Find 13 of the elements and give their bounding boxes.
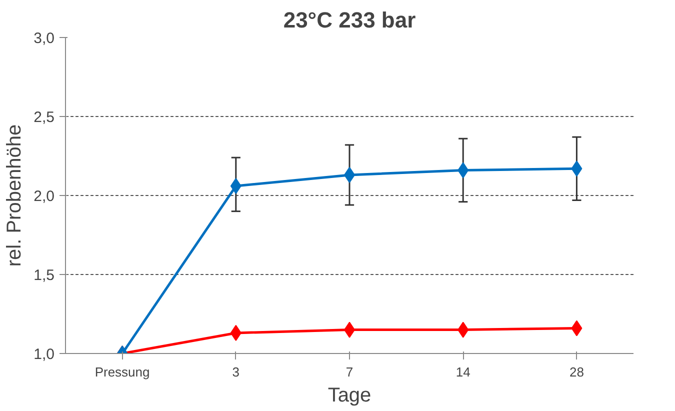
x-tick-label: 28: [569, 364, 584, 380]
y-tick-label: 3,0: [34, 30, 55, 47]
y-axis-title: rel. Probenhöhe: [4, 124, 26, 267]
x-tick-label: Pressung: [94, 364, 150, 380]
y-tick-label: 1,0: [34, 346, 55, 363]
y-tick-label: 2,5: [34, 109, 55, 126]
y-tick-label: 2,0: [34, 188, 55, 205]
x-tick-label: 7: [346, 364, 354, 380]
x-axis-title: Tage: [328, 384, 372, 406]
y-tick-label: 1,5: [34, 267, 55, 284]
x-tick-label: 14: [456, 364, 470, 380]
x-tick-label: 3: [232, 364, 240, 380]
chart-title: 23°C 233 bar: [283, 8, 416, 32]
